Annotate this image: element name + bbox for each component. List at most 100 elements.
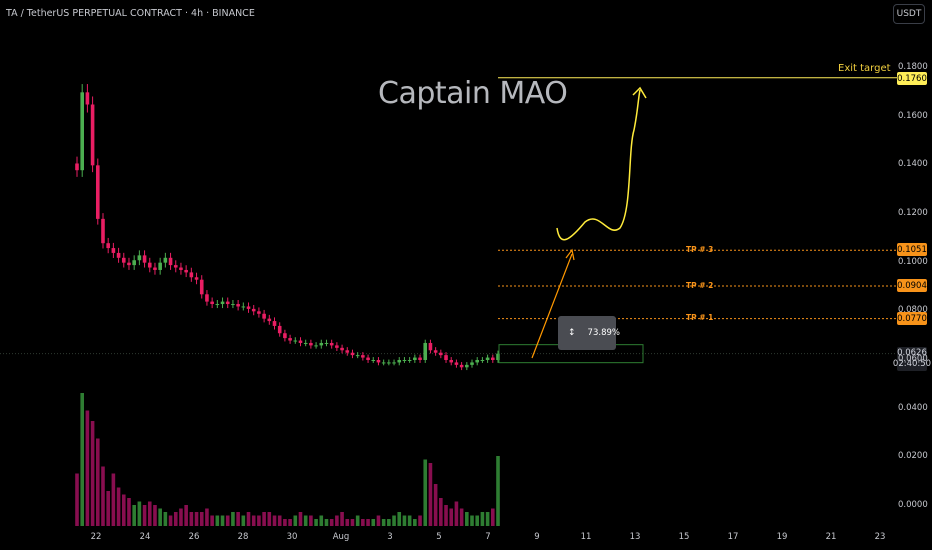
volume-bar [90,421,95,526]
volume-bar [101,466,105,526]
candle-body [340,347,344,351]
volume-bar [121,494,126,526]
y-tick-label: 0.1000 [898,256,928,267]
candle-body [392,362,396,364]
volume-bar [231,512,235,526]
volume-bar [75,473,79,526]
volume-bar [199,512,204,526]
volume-bar [335,515,339,526]
volume-bar [485,512,490,526]
exit-target-label: Exit target [838,63,891,74]
candle-body [335,345,339,348]
volume-bar [210,515,214,526]
volume-bar [397,512,402,526]
volume-bar [433,484,438,526]
candle-body [361,355,365,358]
candle-body [298,340,303,343]
candle-body [75,163,79,171]
candle-body [106,243,110,249]
candle-body [210,301,214,305]
volume-bar [272,515,277,526]
candle-body [147,262,152,268]
volume-bar [428,463,433,526]
candle-body [158,262,162,270]
candle-body [288,338,292,341]
volume-bar [309,515,313,526]
candle-body [168,257,173,266]
volume-bar [413,519,417,526]
volume-bar [418,515,422,526]
volume-bar [106,491,110,526]
volume-bar [345,519,350,526]
tp3-price-badge: 0.1051 [897,243,927,256]
candle-body [449,360,454,363]
y-tick-label: 0.1600 [898,110,928,121]
candle-body [277,325,282,334]
x-tick-label: 13 [629,532,641,542]
candle-body [329,342,334,346]
volume-bar [314,519,318,526]
volume-bar [194,512,199,526]
candle-body [470,362,474,365]
volume-bar [288,519,292,526]
x-tick-label: 17 [727,532,739,542]
volume-bar [283,519,287,526]
candle-body [225,301,230,305]
volume-bar [225,515,230,526]
candle-body [407,360,412,361]
candle-body [236,304,240,307]
candle-body [309,342,313,346]
volume-bar [361,519,365,526]
candle-body [95,165,100,219]
volume-bar [376,515,381,526]
last-price-value: 0.0626 [897,348,927,358]
candle-body [491,357,495,360]
volume-bar [80,393,84,526]
candle-body [231,304,235,306]
tp2-price-badge: 0.0904 [897,279,927,292]
target-curve-arrowhead [632,86,647,99]
candle-body [220,301,225,305]
volume-bar [371,519,376,526]
volume-bar [179,508,183,526]
volume-bar [319,515,324,526]
candle-body [111,248,116,253]
volume-bar [439,498,443,526]
tp1-price-badge: 0.0770 [897,312,927,325]
y-tick-label: 0.0200 [898,451,928,462]
candle-body [303,342,308,344]
volume-bar [329,519,334,526]
volume-bar [496,456,500,526]
candle-body [205,294,209,302]
percent-change-box[interactable]: ↕ 73.89% [558,316,620,350]
candle-body [199,279,204,295]
x-tick-label: 5 [436,532,442,542]
volume-bar [355,515,360,526]
volume-bar [387,519,391,526]
volume-bar [324,519,329,526]
candle-body [132,260,136,266]
candle-body [257,311,261,314]
currency-button[interactable]: USDT [893,4,925,24]
x-tick-label: 19 [776,532,788,542]
volume-bar [116,487,121,526]
candle-body [428,342,433,351]
candle-body [402,360,407,361]
tp2-label: TP # 2 [686,281,714,290]
candle-body [267,318,272,322]
candle-body [418,357,422,360]
x-tick-label: 30 [286,532,298,542]
candle-body [345,350,350,353]
exit-price-badge: 0.1760 [897,72,927,85]
candle-body [459,364,464,368]
candle-body [194,277,199,280]
projection-arrow-line [531,253,573,359]
candle-body [397,360,402,363]
volume-bar [366,519,370,526]
candle-body [314,345,318,347]
candle-body [480,360,485,361]
x-tick-label: 26 [188,532,200,542]
candle-body [454,362,459,365]
volume-bar [350,519,355,526]
